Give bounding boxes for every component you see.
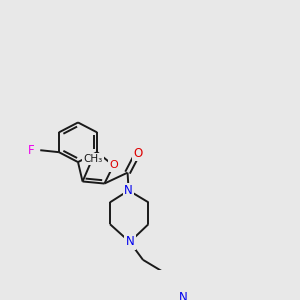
- Text: F: F: [28, 144, 34, 157]
- Text: N: N: [178, 291, 187, 300]
- Text: O: O: [109, 160, 118, 170]
- Text: CH₃: CH₃: [84, 154, 103, 164]
- Text: O: O: [134, 147, 143, 160]
- Text: N: N: [125, 236, 134, 248]
- Text: N: N: [124, 184, 133, 197]
